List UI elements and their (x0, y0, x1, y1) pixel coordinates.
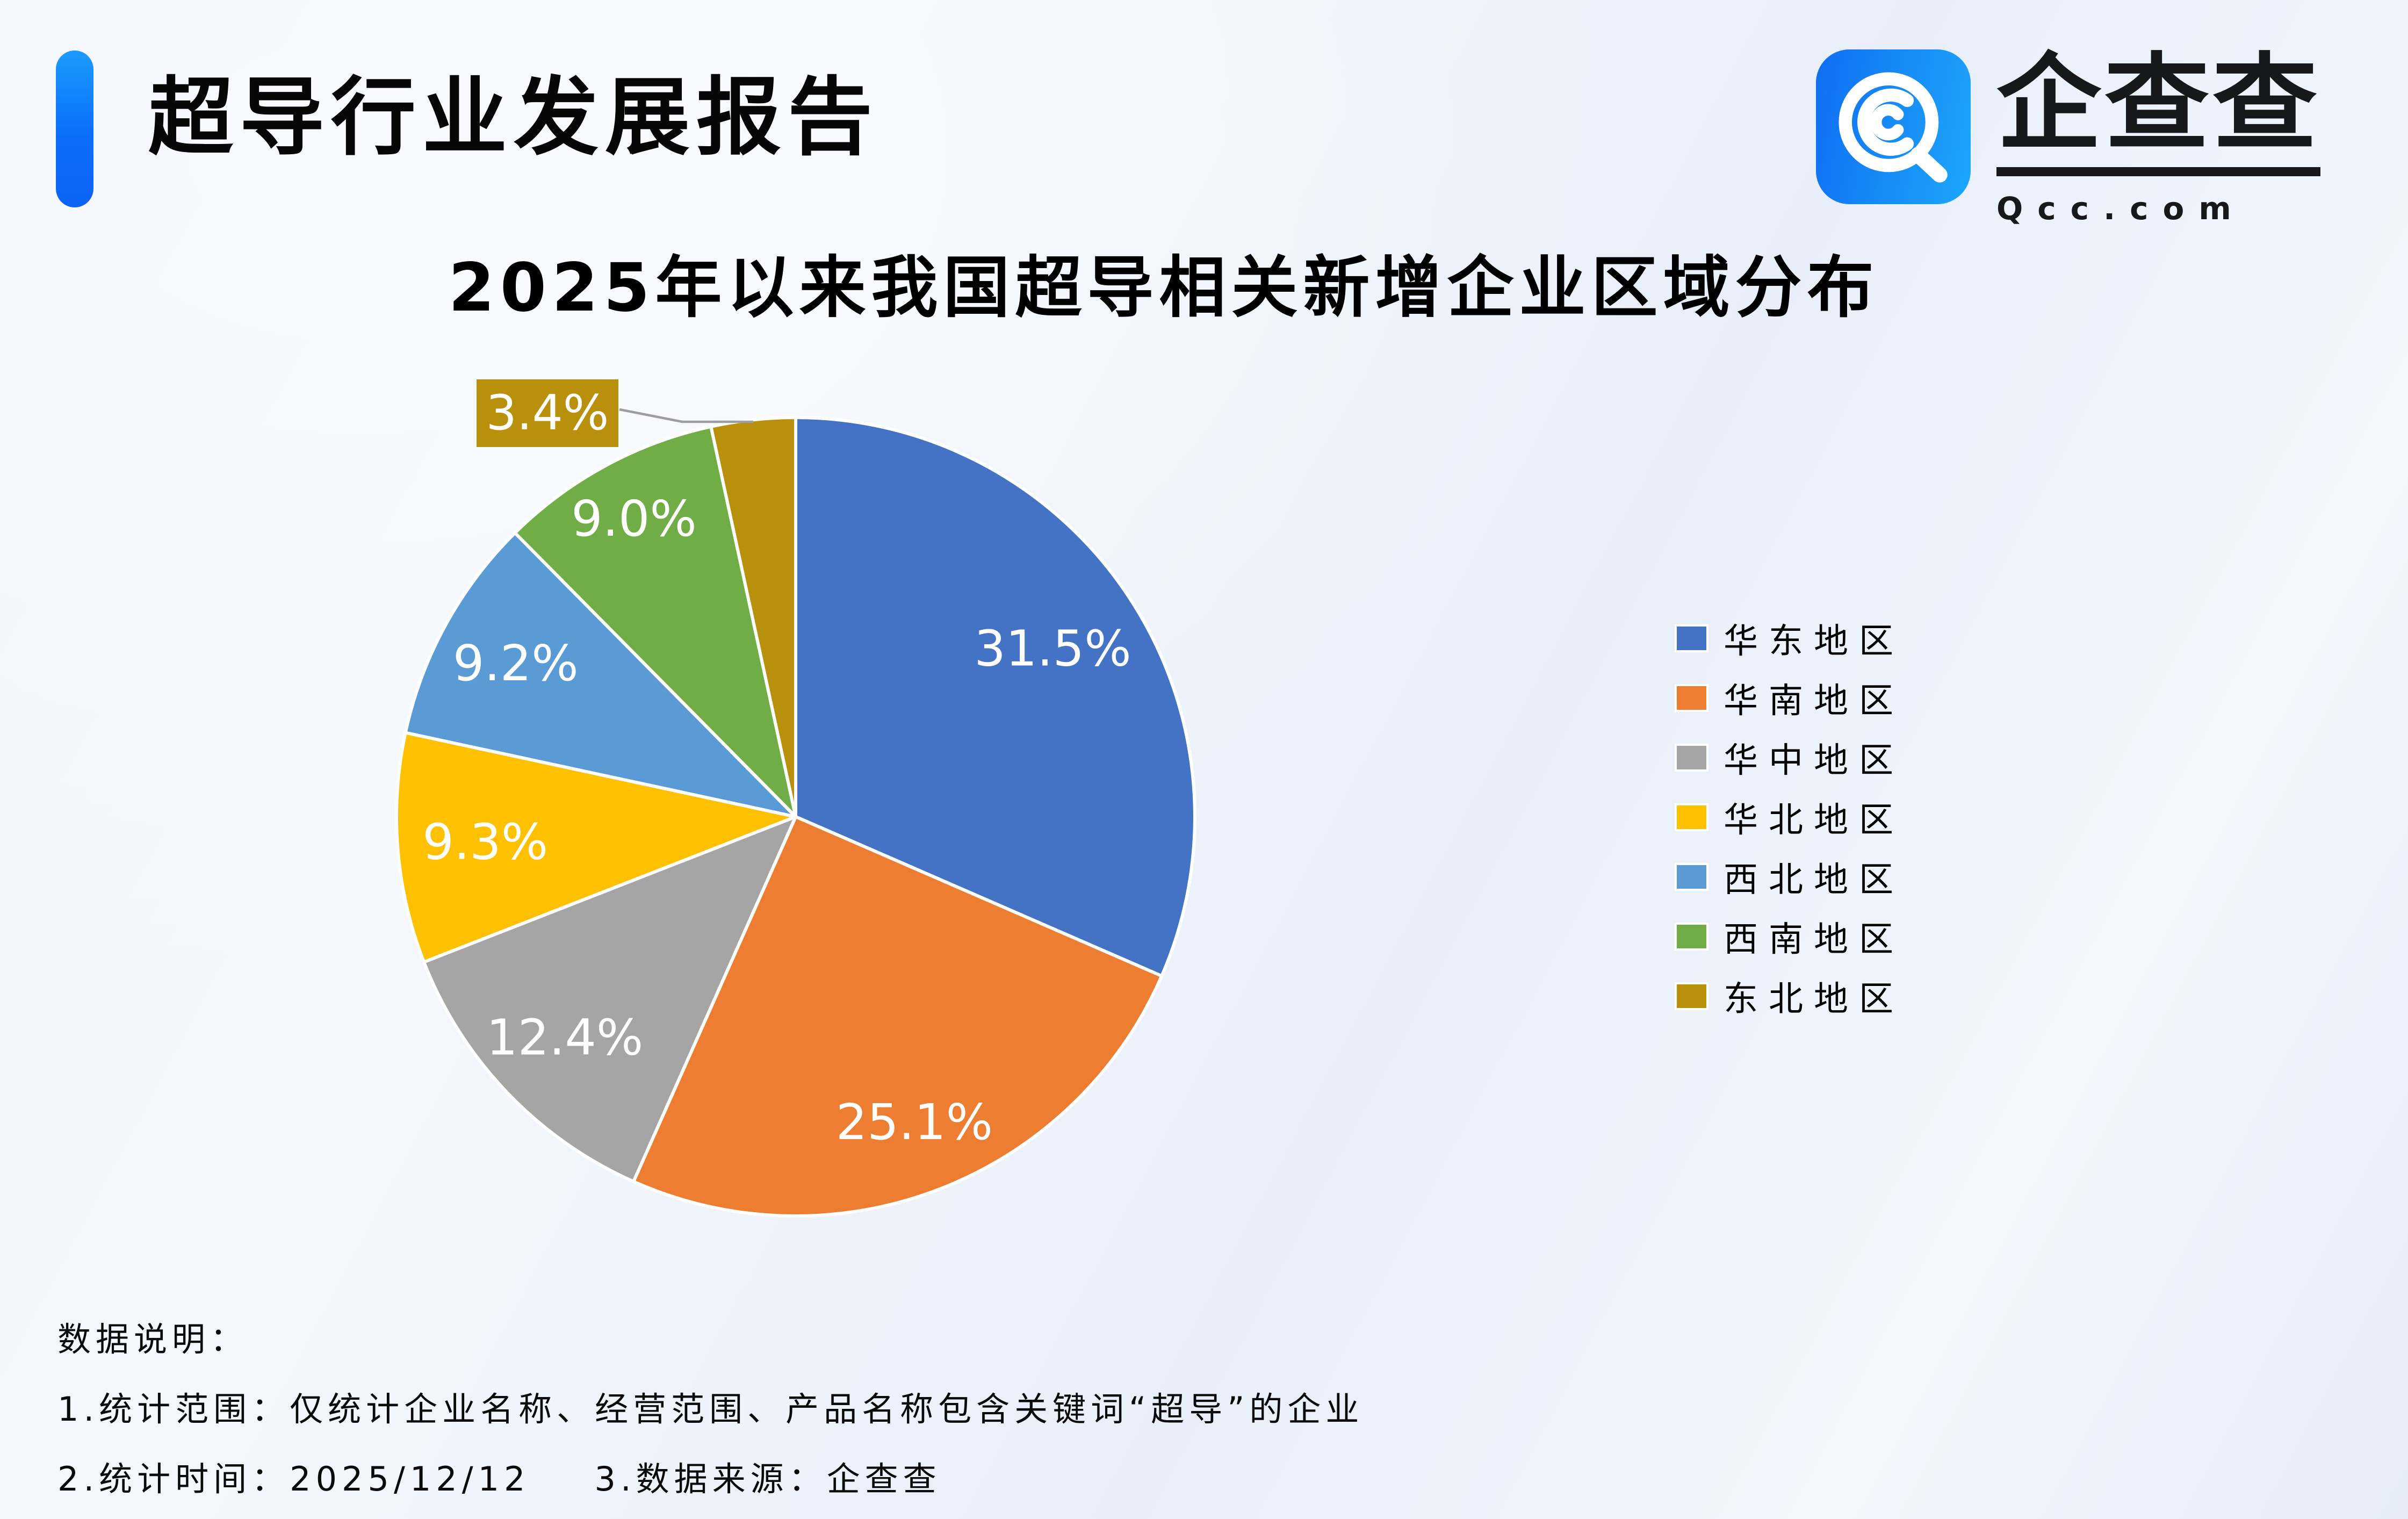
footnote-date-source: 2.统计时间：2025/12/12 3.数据来源：企查查 (57, 1463, 941, 1496)
pie-slice-7 (709, 415, 797, 818)
legend-item-1: 华东地区 (1675, 608, 1904, 668)
pie-slice-5 (403, 531, 797, 818)
legend-label: 西南地区 (1724, 919, 1904, 960)
legend-swatch-icon (1675, 683, 1708, 712)
legend-item-7: 东北地区 (1675, 966, 1904, 1026)
legend-label: 华中地区 (1724, 740, 1904, 781)
footnote-heading: 数据说明： (57, 1320, 249, 1359)
legend-item-5: 西北地区 (1675, 847, 1904, 906)
legend-swatch-icon (1675, 743, 1708, 772)
legend-item-6: 西南地区 (1675, 906, 1904, 966)
legend-item-2: 华南地区 (1675, 668, 1904, 728)
pie-slice-3 (422, 815, 797, 1183)
pie-chart: 31.5% 25.1% 12.4% 9.3% 9.2% 9.0% (395, 408, 1196, 1218)
footnote-scope: 1.统计范围：仅统计企业名称、经营范围、产品名称包含关键词“超导”的企业 (57, 1390, 1364, 1429)
footnote-date: 2.统计时间：2025/12/12 (57, 1459, 530, 1499)
pie-label-4: 9.3% (422, 813, 548, 870)
pie-label-3: 12.4% (486, 1009, 643, 1067)
legend-swatch-icon (1675, 922, 1708, 951)
legend-label: 华北地区 (1724, 800, 1904, 840)
qcc-logo-text-block: 企查查 Qcc.com (1996, 49, 2320, 227)
legend-swatch-icon (1675, 624, 1708, 652)
legend-swatch-icon (1675, 982, 1708, 1010)
legend-swatch-icon (1675, 803, 1708, 831)
qcc-logo-domain: Qcc.com (1996, 190, 2246, 227)
callout-northeast-label: 3.4% (477, 379, 618, 447)
pie-slice-6 (513, 424, 797, 818)
qcc-logo-icon (1816, 49, 1971, 204)
legend: 华东地区华南地区华中地区华北地区西北地区西南地区东北地区 (1675, 608, 1904, 1026)
legend-label: 西北地区 (1724, 860, 1904, 900)
qcc-logo: 企查查 Qcc.com (1816, 49, 2320, 227)
legend-label: 东北地区 (1724, 979, 1904, 1019)
qcc-logo-text: 企查查 (1996, 49, 2320, 176)
legend-item-3: 华中地区 (1675, 728, 1904, 787)
pie-label-5: 9.2% (453, 635, 579, 692)
callout-leader-line (619, 408, 753, 423)
footnote-source: 3.数据来源：企查查 (594, 1459, 941, 1499)
pie-slice-1 (794, 416, 1196, 978)
pie-label-2: 25.1% (836, 1093, 993, 1151)
pie-slice-4 (395, 731, 797, 964)
pie-slice-2 (632, 815, 1164, 1218)
legend-swatch-icon (1675, 862, 1708, 891)
pie-label-1: 31.5% (974, 620, 1131, 677)
chart-title: 2025年以来我国超导相关新增企业区域分布 (448, 249, 1879, 327)
report-title: 超导行业发展报告 (148, 68, 879, 167)
title-accent-bar (56, 51, 93, 207)
pie-label-6: 9.0% (571, 490, 697, 548)
legend-item-4: 华北地区 (1675, 787, 1904, 847)
legend-label: 华南地区 (1724, 681, 1904, 721)
legend-label: 华东地区 (1724, 621, 1904, 661)
